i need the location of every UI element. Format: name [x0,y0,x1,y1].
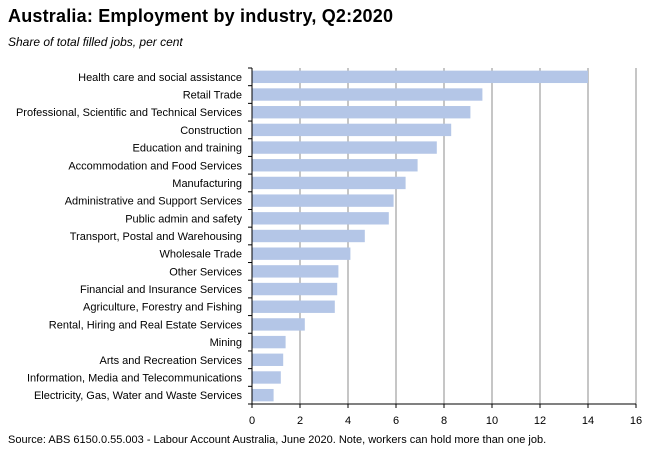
x-tick-label: 2 [297,415,303,427]
bar [252,159,418,172]
bar [252,176,406,190]
category-label: Electricity, Gas, Water and Waste Servic… [34,390,243,402]
category-label: Education and training [133,143,242,155]
source-note: Source: ABS 6150.0.55.003 - Labour Accou… [8,434,547,446]
bar [252,123,452,137]
x-tick-label: 16 [630,415,642,427]
tick-labels: 0 2 4 6 8 10 12 14 16 [249,415,642,427]
category-label: Wholesale Trade [159,249,242,261]
category-label: Construction [180,125,242,137]
x-tick-label: 8 [441,415,447,427]
category-label: Other Services [169,266,242,278]
bar [252,212,389,225]
x-tick-label: 12 [534,415,546,427]
bar [252,335,286,349]
bar [252,300,335,313]
chart-title: Australia: Employment by industry, Q2:20… [8,6,394,26]
bar [252,106,471,119]
bar [252,353,284,366]
bar [252,371,281,384]
category-label: Accommodation and Food Services [68,160,242,172]
category-label: Mining [210,337,242,349]
category-label: Manufacturing [172,178,242,190]
chart-subtitle: Share of total filled jobs, per cent [8,35,183,49]
category-label: Public admin and safety [125,213,242,225]
category-label: Health care and social assistance [78,72,242,84]
bar [252,265,339,278]
bar [252,141,437,154]
x-tick-label: 4 [345,415,351,427]
bar [252,247,351,260]
bar [252,88,483,101]
bar [252,282,338,296]
category-label: Rental, Hiring and Real Estate Services [49,319,243,331]
bar [252,229,365,243]
x-tick-label: 10 [486,415,498,427]
x-tick-label: 0 [249,415,255,427]
bar [252,70,588,84]
category-label: Information, Media and Telecommunication… [27,372,243,384]
bars [252,70,588,402]
category-labels: Health care and social assistance Retail … [16,72,243,402]
bar [252,388,274,402]
category-label: Professional, Scientific and Technical S… [16,107,243,119]
x-tick-label: 6 [393,415,399,427]
category-label: Transport, Postal and Warehousing [70,231,242,243]
category-label: Financial and Insurance Services [80,284,243,296]
category-label: Administrative and Support Services [65,196,243,208]
category-label: Arts and Recreation Services [100,355,243,367]
bar [252,318,305,331]
axes [248,67,637,408]
category-label: Retail Trade [183,90,242,102]
category-label: Agriculture, Forestry and Fishing [83,302,242,314]
bar [252,194,394,207]
x-tick-label: 14 [582,415,594,427]
